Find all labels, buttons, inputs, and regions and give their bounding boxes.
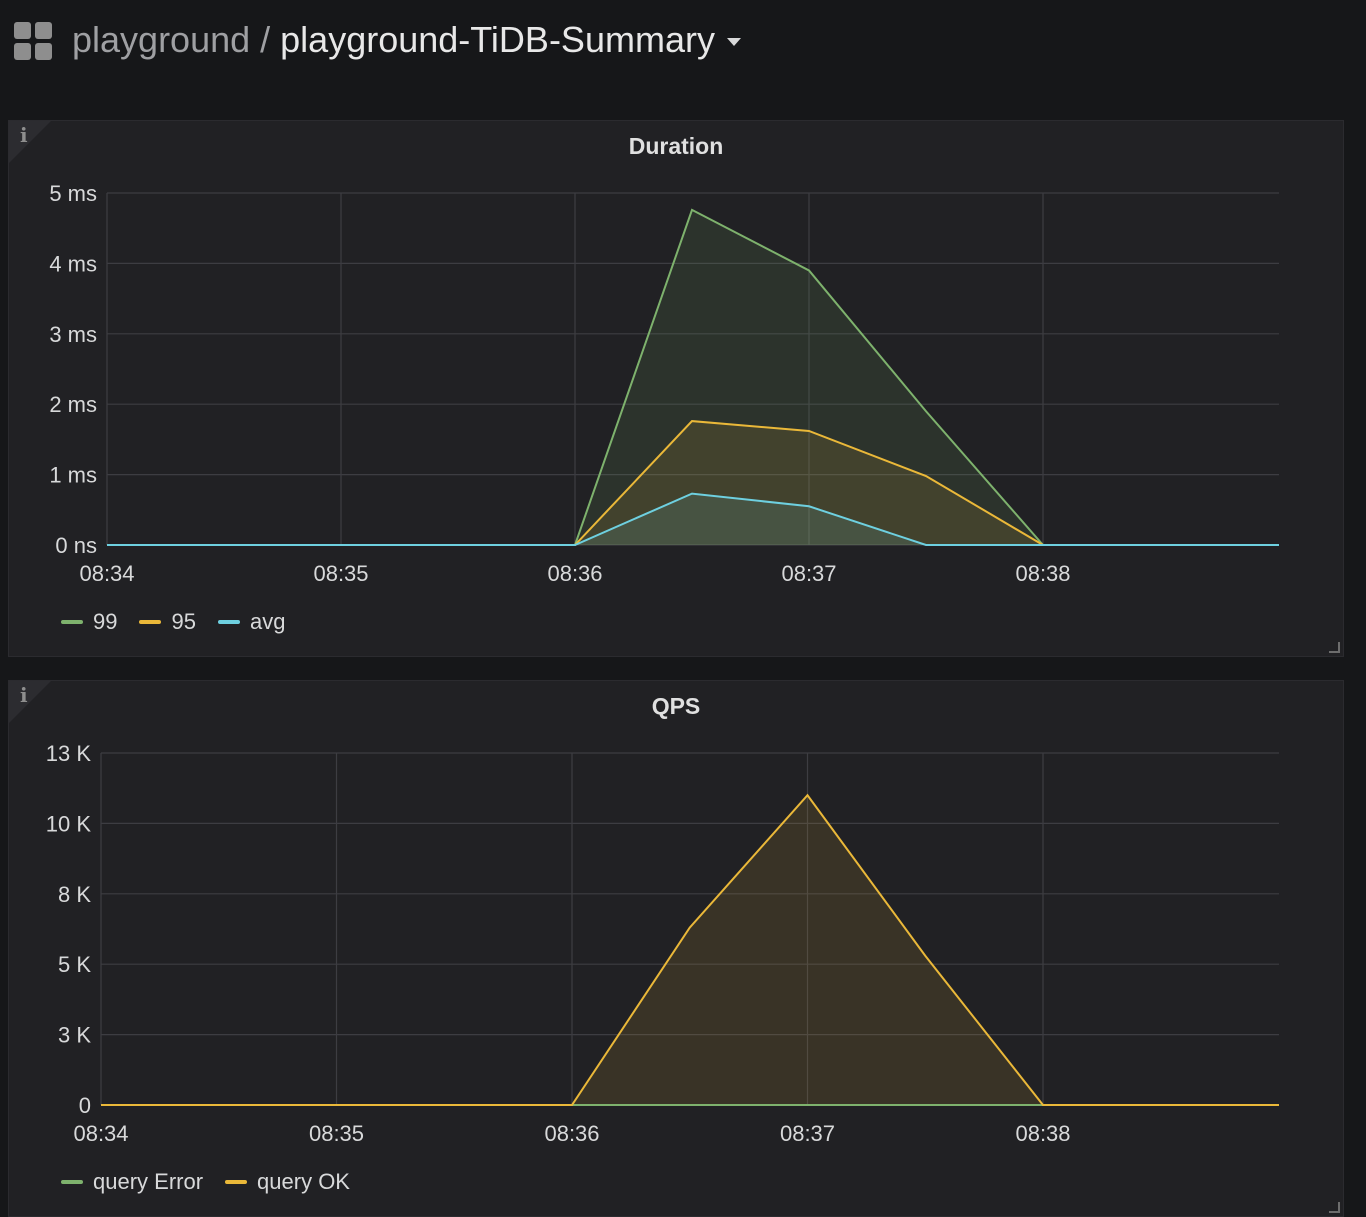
legend: query Error query OK xyxy=(61,1169,350,1195)
y-tick-label: 3 ms xyxy=(49,322,97,347)
series-area-99 xyxy=(107,209,1279,545)
breadcrumb: playground / playground-TiDB-Summary xyxy=(72,18,741,62)
legend-item-avg[interactable]: avg xyxy=(217,609,286,635)
panel-title[interactable]: QPS xyxy=(651,693,701,719)
top-bar: playground / playground-TiDB-Summary xyxy=(0,0,1366,82)
x-tick-label: 08:36 xyxy=(547,561,602,586)
dashboard-title[interactable]: playground-TiDB-Summary xyxy=(280,19,715,60)
grid-icon-cell xyxy=(35,43,52,60)
y-tick-label: 3 K xyxy=(58,1023,91,1048)
legend-label: 95 xyxy=(171,609,196,634)
duration-panel: i Duration 0 ns 1 ms 2 ms 3 ms 4 ms 5 ms 08:34… xyxy=(8,120,1344,657)
legend: 99 95 avg xyxy=(61,609,285,635)
legend-item-95[interactable]: 95 xyxy=(139,609,196,635)
y-tick-label: 2 ms xyxy=(49,392,97,417)
x-tick-label: 08:36 xyxy=(544,1121,599,1146)
breadcrumb-folder[interactable]: playground xyxy=(72,19,251,60)
x-tick-label: 08:37 xyxy=(781,561,836,586)
y-tick-label: 0 ns xyxy=(55,533,97,558)
legend-swatch xyxy=(61,1180,83,1184)
x-tick-label: 08:35 xyxy=(309,1121,364,1146)
y-tick-label: 8 K xyxy=(58,882,91,907)
series-area-query-ok xyxy=(101,795,1279,1105)
grid-icon-cell xyxy=(35,22,52,39)
y-tick-label: 13 K xyxy=(46,741,92,766)
qps-chart[interactable]: 0 3 K 5 K 8 K 10 K 13 K 08:34 08:35 08:36 08:37 08… xyxy=(9,681,1343,1216)
grid-icon-cell xyxy=(14,22,31,39)
legend-swatch xyxy=(139,620,162,624)
y-tick-label: 0 xyxy=(79,1093,91,1118)
y-tick-label: 1 ms xyxy=(49,463,97,488)
series-line-avg xyxy=(107,492,1279,546)
legend-label: 99 xyxy=(93,609,118,634)
panel-title[interactable]: Duration xyxy=(628,133,724,159)
legend-swatch xyxy=(61,620,83,624)
grid-icon-cell xyxy=(14,43,31,60)
info-icon-glyph: i xyxy=(20,683,28,707)
y-tick-label: 5 K xyxy=(58,952,91,977)
legend-item-99[interactable]: 99 xyxy=(61,609,117,635)
legend-swatch xyxy=(217,620,240,624)
resize-handle-icon[interactable] xyxy=(1329,1202,1340,1213)
series-line-query-ok xyxy=(101,793,1279,1106)
x-tick-label: 08:34 xyxy=(79,561,134,586)
legend-item-query-error[interactable]: query Error xyxy=(61,1169,203,1195)
x-tick-label: 08:38 xyxy=(1015,1121,1070,1146)
legend-label: query Error xyxy=(93,1169,204,1194)
series-area-avg xyxy=(107,493,1279,545)
legend-item-query-ok[interactable]: query OK xyxy=(225,1169,350,1195)
resize-handle-icon[interactable] xyxy=(1329,642,1340,653)
grid-icon[interactable] xyxy=(14,22,52,60)
x-tick-label: 08:37 xyxy=(780,1121,835,1146)
legend-label: query OK xyxy=(257,1169,350,1194)
info-icon[interactable] xyxy=(9,681,51,723)
legend-label: avg xyxy=(249,609,286,634)
x-tick-label: 08:34 xyxy=(73,1121,128,1146)
y-tick-label: 4 ms xyxy=(49,251,97,276)
info-icon[interactable] xyxy=(9,121,51,163)
series-area-95 xyxy=(107,421,1279,545)
y-tick-label: 10 K xyxy=(46,811,92,836)
y-tick-label: 5 ms xyxy=(49,181,97,206)
info-icon-glyph: i xyxy=(20,123,28,147)
x-tick-label: 08:35 xyxy=(313,561,368,586)
legend-swatch xyxy=(225,1180,248,1184)
x-tick-label: 08:38 xyxy=(1015,561,1070,586)
caret-down-icon[interactable] xyxy=(726,38,741,47)
breadcrumb-separator: / xyxy=(260,19,271,60)
duration-chart[interactable]: 0 ns 1 ms 2 ms 3 ms 4 ms 5 ms 08:34 08:35 08:36 0… xyxy=(9,121,1343,656)
